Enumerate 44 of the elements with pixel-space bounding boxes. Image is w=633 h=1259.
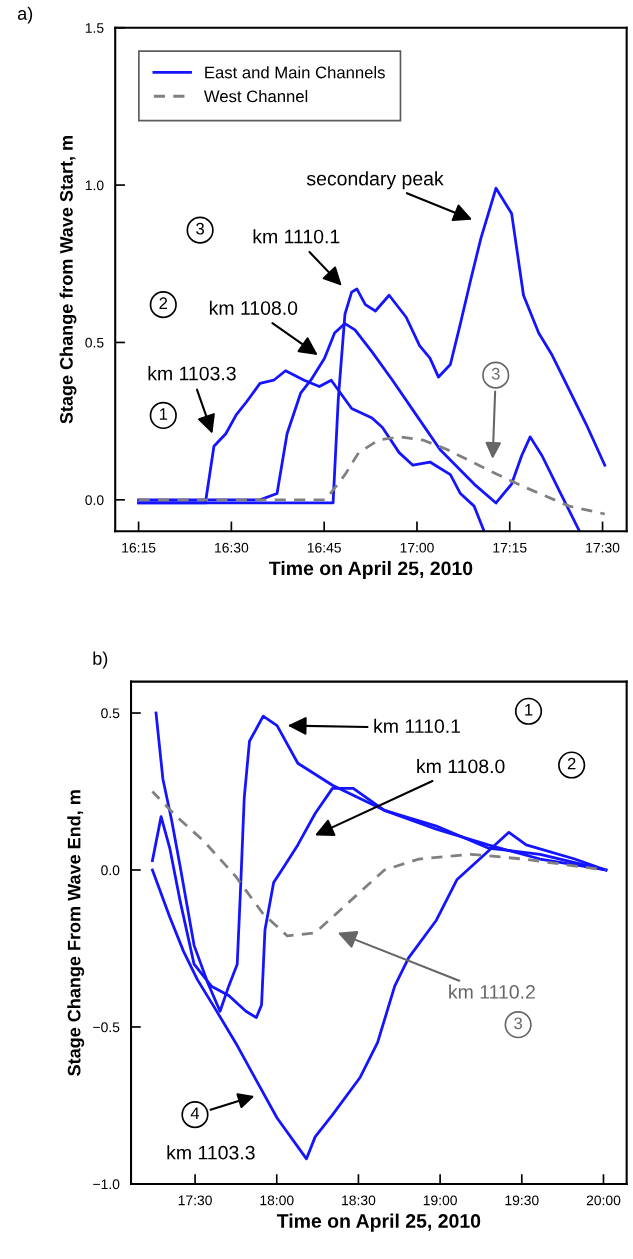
annotation: 1 [159, 408, 168, 420]
annotation: 3 [196, 222, 205, 235]
annotation: km 1108.0 [209, 300, 298, 315]
annotation: km 1110.1 [374, 718, 461, 734]
annotation: 4 [190, 1107, 200, 1119]
y-axis-title: Stage Change from Wave Start, m [59, 135, 77, 424]
text: a) [17, 6, 33, 24]
annotation: 2 [567, 757, 576, 770]
legend-label: West Channel [203, 90, 308, 103]
y-tick-label: −0.5 [93, 1022, 120, 1033]
annotation: km 1108.0 [417, 758, 505, 774]
x-tick-label: 18:00 [260, 1195, 294, 1206]
y-tick-label: 1.5 [85, 23, 104, 33]
x-tick-label: 17:30 [178, 1195, 212, 1206]
x-tick-label: 18:30 [342, 1195, 376, 1206]
annotation: km 1110.1 [253, 229, 340, 244]
x-axis-title: Time on April 25, 2010 [276, 1213, 481, 1232]
x-axis-title: Time on April 25, 2010 [269, 560, 473, 580]
y-tick-label: 0.5 [101, 708, 120, 719]
annotation: secondary peak [306, 171, 444, 190]
x-tick-label: 17:15 [493, 542, 527, 553]
x-tick-label: 16:15 [122, 542, 156, 553]
y-tick-label: 0.0 [85, 495, 104, 505]
y-axis-title: Stage Change From Wave End, m [67, 790, 85, 1076]
annotation: km 1110.2 [449, 984, 535, 999]
x-tick-label: 16:30 [215, 542, 249, 553]
x-tick-label: 20:00 [586, 1195, 621, 1206]
x-tick-label: 16:45 [307, 542, 341, 553]
x-tick-label: 17:00 [400, 542, 434, 553]
y-tick-label: 0.0 [101, 865, 120, 876]
y-tick-label: 1.0 [85, 180, 104, 191]
x-tick-label: 19:00 [423, 1195, 457, 1206]
annotation: 3 [491, 367, 500, 380]
text: b) [93, 651, 108, 669]
legend-label: East and Main Channels [205, 66, 385, 79]
y-tick-label: 0.5 [85, 337, 104, 348]
x-tick-label: 19:30 [505, 1195, 539, 1206]
annotation: km 1103.3 [167, 1145, 255, 1160]
annotation: km 1103.3 [148, 366, 236, 381]
x-tick-label: 17:30 [586, 542, 620, 553]
annotation: 2 [159, 297, 168, 309]
annotation: 3 [514, 1017, 523, 1030]
y-tick-label: −1.0 [93, 1179, 120, 1190]
annotation: 1 [525, 704, 533, 716]
